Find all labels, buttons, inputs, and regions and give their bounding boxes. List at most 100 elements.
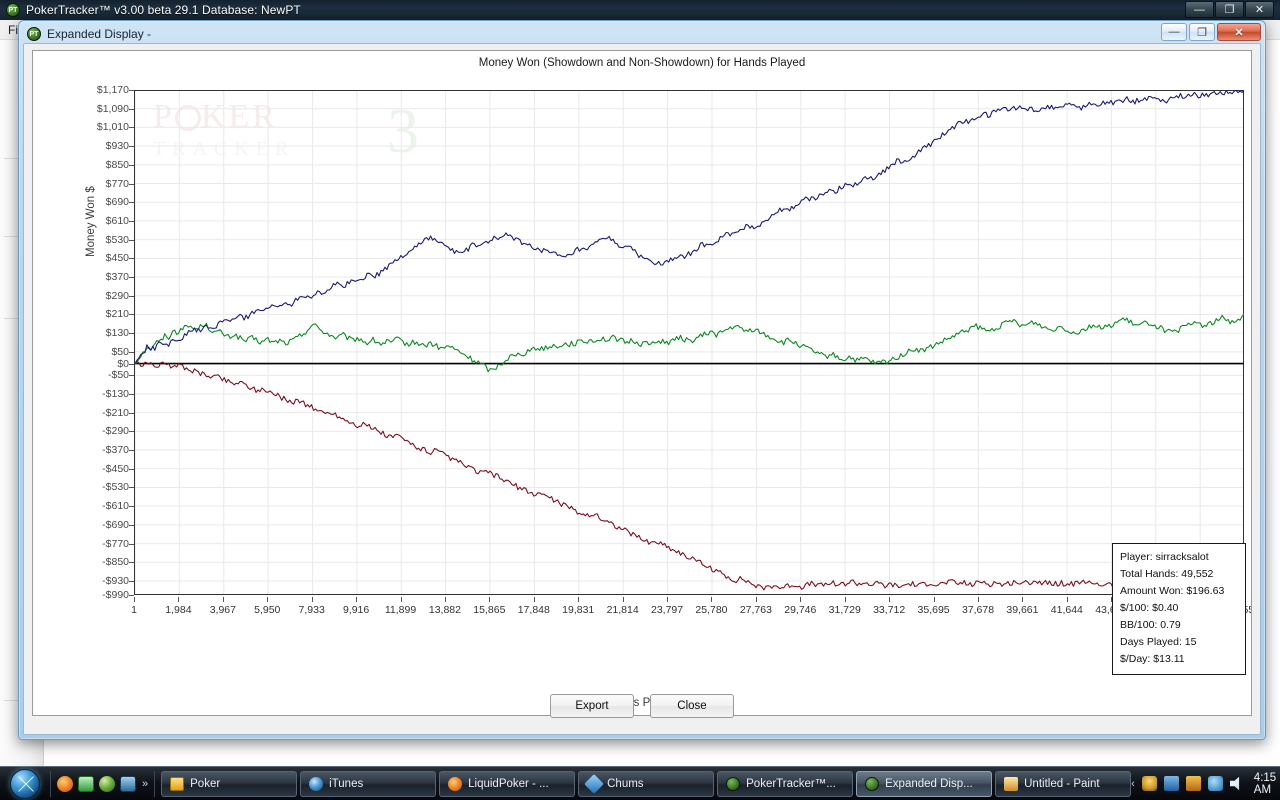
dialog-minimize-button[interactable]: — [1161,23,1187,41]
dialog-body: Money Won (Showdown and Non-Showdown) fo… [23,43,1261,735]
maximize-button[interactable]: ❐ [1215,1,1244,18]
x-tick-mark [844,597,846,602]
x-tick-label: 19,831 [562,604,595,616]
taskbar-button[interactable]: Untitled - Paint [995,770,1132,797]
x-tick-mark [134,597,135,602]
y-tick-mark [129,295,134,297]
plot-area: P KER TRACKER 3 [134,90,1244,595]
dialog-button-row: Export Close [24,694,1260,718]
dialog-window-controls[interactable]: — ❐ ✕ [1161,23,1261,41]
y-tick-mark [129,108,134,110]
quick-launch-bar[interactable]: » [50,770,156,797]
taskbar-button[interactable]: Expanded Disp... [856,770,993,797]
pokertracker-logo-icon [865,776,880,791]
firefox-icon[interactable] [57,775,73,792]
x-tick-mark [178,597,180,602]
volume-icon[interactable] [1229,776,1240,791]
x-tick-label: 25,780 [695,604,728,616]
minimize-button[interactable]: — [1185,1,1214,18]
acrobat-icon[interactable] [1163,776,1179,791]
y-tick-label: -$210 [102,406,129,419]
dialog-maximize-button[interactable]: ❐ [1189,23,1215,41]
plot-svg [135,90,1244,595]
chart-title: Money Won (Showdown and Non-Showdown) fo… [478,57,806,69]
y-tick-label: $370 [105,271,129,284]
paint-icon [1004,776,1019,791]
y-tick-mark [129,314,134,316]
tray-expand-icon[interactable]: ‹ [1131,777,1135,790]
x-axis-ticks: 1 1,984 3,967 5,950 7,933 9,916 11,899 13,882 15… [33,597,1251,637]
y-tick-mark [129,412,134,414]
x-tick-label: 27,763 [739,604,772,616]
taskbar-button-label: Poker [190,777,221,790]
y-tick-mark [129,333,134,335]
taskbar-button-label: PokerTracker™... [746,777,836,790]
diamond-icon [584,773,605,794]
x-tick-label: 39,661 [1006,604,1039,616]
show-desktop-icon[interactable] [120,775,136,792]
taskbar-button-label: iTunes [329,777,364,790]
x-tick-mark [667,597,669,602]
x-tick-label: 3,967 [209,604,236,616]
x-tick-label: 31,729 [828,604,861,616]
export-button[interactable]: Export [550,694,634,718]
x-tick-label: 17,848 [517,604,550,616]
y-tick-label: $450 [105,252,129,265]
firefox-icon [448,776,463,791]
taskbar-button[interactable]: LiquidPoker - ... [439,770,576,797]
x-tick-mark [978,597,979,602]
x-tick-mark [533,597,535,602]
windows-orb-icon[interactable] [10,768,40,799]
x-tick-label: 37,678 [961,604,995,616]
y-tick-mark [129,450,134,452]
info-bb-per-100: BB/100: 0.79 [1120,619,1181,631]
y-tick-mark [129,351,134,353]
start-button[interactable] [2,768,48,800]
y-tick-mark [129,375,134,377]
taskbar: » Poker iTunes LiquidPoker - ... Chums Poker… [0,766,1280,800]
pokertracker-logo-icon [27,27,41,41]
chevron-right-icon[interactable]: » [142,777,149,790]
close-button[interactable]: ✕ [1245,1,1274,18]
y-tick-mark [129,258,134,260]
x-tick-mark [222,597,224,602]
menu-item-file[interactable]: Fi [8,22,18,37]
y-tick-mark [129,595,134,596]
antivirus-icon[interactable] [1185,776,1201,791]
x-tick-mark [1066,597,1068,602]
x-tick-mark [1022,597,1024,602]
x-tick-label: 1,984 [165,604,192,616]
sync-icon[interactable] [1207,776,1223,791]
taskbar-button[interactable]: Chums [578,770,715,797]
task-list: Poker iTunes LiquidPoker - ... Chums PokerTr… [161,770,1132,797]
network-icon[interactable] [1141,776,1157,791]
x-tick-label: 5,950 [254,604,281,616]
y-tick-mark [129,183,134,185]
y-tick-mark [129,202,134,204]
x-tick-label: 23,797 [650,604,684,616]
series-line [135,360,1244,591]
y-tick-label: -$370 [102,444,129,457]
y-tick-label: $1,170 [96,84,129,96]
x-tick-label: 41,644 [1050,604,1083,616]
y-tick-label: $530 [105,233,129,246]
close-dialog-button[interactable]: Close [650,694,734,718]
dialog-titlebar[interactable]: Expanded Display - — ❐ ✕ [21,23,1263,45]
green-app-icon[interactable] [78,775,94,792]
dialog-title: Expanded Display - [47,27,152,41]
globe-app-icon[interactable] [99,775,115,792]
y-tick-mark [129,164,134,166]
dialog-close-button[interactable]: ✕ [1217,23,1261,41]
taskbar-button[interactable]: PokerTracker™... [717,770,854,797]
y-tick-mark [129,580,134,582]
taskbar-button[interactable]: iTunes [300,770,437,797]
x-tick-mark [267,597,269,602]
y-tick-label: $690 [105,196,129,209]
y-tick-mark [129,277,134,279]
x-tick-mark [356,597,358,602]
taskbar-button[interactable]: Poker [161,770,298,797]
taskbar-clock[interactable]: 4:15 AM [1253,771,1277,796]
main-window-controls[interactable]: — ❐ ✕ [1185,1,1274,18]
x-tick-label: 9,916 [342,604,370,616]
